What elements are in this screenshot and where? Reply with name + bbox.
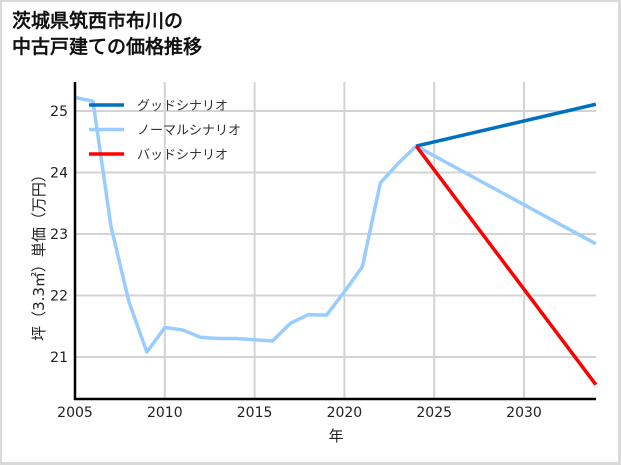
y-axis-label: 坪（3.3㎡）単価（万円）	[30, 167, 48, 341]
series-line-1	[74, 95, 597, 354]
grid-lines	[75, 82, 596, 399]
x-tick-label: 2005	[57, 405, 93, 421]
x-tick-label: 2020	[327, 405, 363, 421]
chart-title: 茨城県筑西市布川の 中古戸建ての価格推移	[12, 8, 202, 60]
x-tick-label: 2015	[237, 405, 273, 421]
series-line-2	[414, 145, 598, 386]
x-tick-label: 2025	[416, 405, 452, 421]
y-tick-label: 22	[50, 289, 68, 305]
x-tick-label: 2010	[147, 405, 183, 421]
y-tick-label: 21	[50, 350, 68, 366]
tick-labels: 2005 2010 2015 2020 2025 2030 21 22 23 24 25	[50, 104, 542, 421]
legend-label: バッドシナリオ	[137, 148, 228, 163]
title-line-2: 中古戸建ての価格推移	[12, 36, 203, 58]
series-line-0	[415, 102, 597, 148]
data-series	[74, 95, 598, 386]
legend-label: ノーマルシナリオ	[137, 124, 241, 139]
x-tick-label: 2030	[506, 405, 542, 421]
title-line-1: 茨城県筑西市布川の	[12, 10, 184, 32]
y-tick-label: 25	[50, 104, 68, 120]
y-tick-label: 24	[50, 166, 68, 182]
y-tick-label: 23	[50, 227, 68, 243]
axes	[73, 82, 596, 401]
legend-label: グッドシナリオ	[137, 99, 228, 114]
x-axis-label: 年	[328, 427, 343, 445]
